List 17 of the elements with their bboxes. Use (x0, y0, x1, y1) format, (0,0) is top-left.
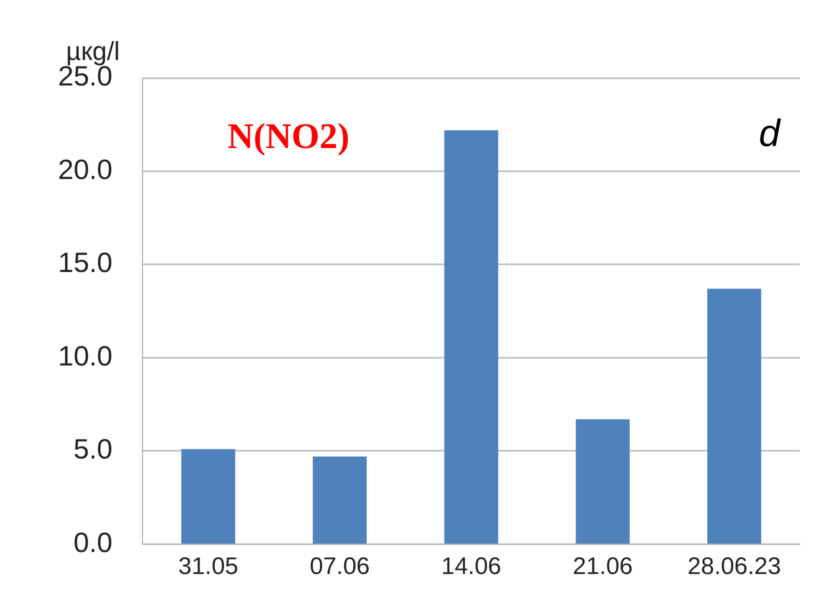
annotation: N(NO2) (227, 116, 350, 156)
x-tick-label: 14.06 (441, 553, 502, 580)
y-tick-label: 5.0 (74, 434, 112, 465)
y-tick-label: 0.0 (74, 526, 112, 558)
x-tick-label: 31.05 (178, 553, 238, 580)
x-tick-label: 28.06.23 (688, 553, 781, 580)
y-tick-label: 20.0 (58, 154, 112, 185)
x-tick-label: 07.06 (310, 553, 370, 580)
x-tick-label: 21.06 (572, 553, 633, 580)
bar (444, 130, 498, 544)
y-tick-label: 15.0 (58, 247, 112, 278)
bar (181, 449, 236, 544)
y-tick-label: 10.0 (58, 340, 112, 372)
bar (576, 419, 630, 544)
annotation: d (758, 113, 782, 155)
bar (707, 288, 762, 544)
bar (312, 456, 367, 544)
